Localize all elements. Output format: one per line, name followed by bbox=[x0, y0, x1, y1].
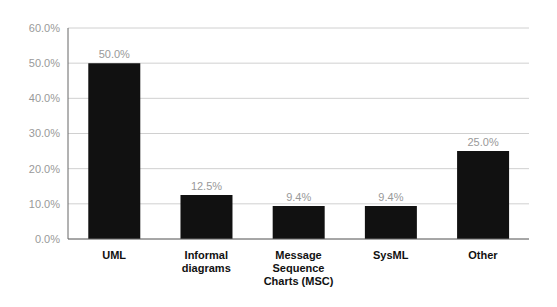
svg-text:Informaldiagrams: Informaldiagrams bbox=[182, 249, 231, 274]
svg-text:50.0%: 50.0% bbox=[29, 57, 60, 69]
svg-text:60.0%: 60.0% bbox=[29, 22, 60, 34]
svg-text:30.0%: 30.0% bbox=[29, 127, 60, 139]
svg-text:UML: UML bbox=[102, 249, 126, 261]
svg-text:0.0%: 0.0% bbox=[35, 233, 60, 245]
svg-text:40.0%: 40.0% bbox=[29, 92, 60, 104]
svg-text:MessageSequenceCharts (MSC): MessageSequenceCharts (MSC) bbox=[264, 249, 334, 287]
svg-text:9.4%: 9.4% bbox=[378, 191, 403, 203]
svg-text:10.0%: 10.0% bbox=[29, 198, 60, 210]
svg-text:25.0%: 25.0% bbox=[467, 136, 498, 148]
svg-text:SysML: SysML bbox=[373, 249, 409, 261]
svg-text:Other: Other bbox=[468, 249, 498, 261]
svg-text:50.0%: 50.0% bbox=[99, 48, 130, 60]
svg-text:20.0%: 20.0% bbox=[29, 163, 60, 175]
svg-text:12.5%: 12.5% bbox=[191, 180, 222, 192]
svg-text:9.4%: 9.4% bbox=[286, 191, 311, 203]
